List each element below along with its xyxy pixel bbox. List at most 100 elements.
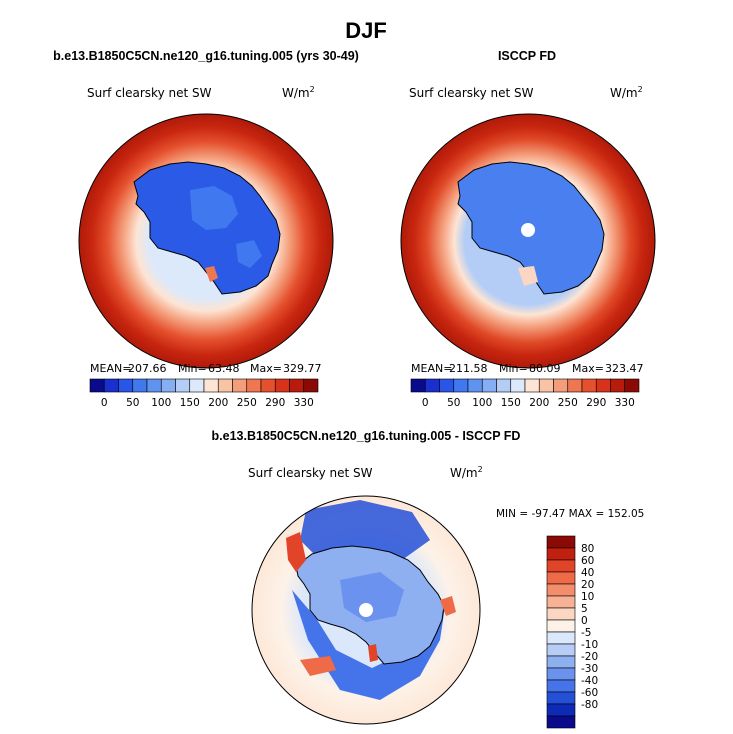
- panel-obs-colorbar-tick: 250: [558, 397, 578, 409]
- panel-diff-colorbar-box: [546, 571, 576, 585]
- panel-diff-colorbar-tick: 0: [581, 615, 588, 627]
- panel-obs-pole-hole: [521, 223, 535, 237]
- panel-model-land-patch: [190, 186, 238, 230]
- panel-diff-blue-ring: [300, 500, 430, 560]
- panel-model-title: b.e13.B1850C5CN.ne120_g16.tuning.005 (yr…: [53, 49, 359, 63]
- panel-model-colorbar-box: [118, 378, 134, 393]
- panel-diff-colorbar-tick: 80: [581, 543, 594, 555]
- panel-model-colorbar-box: [89, 378, 105, 393]
- panel-diff-colorbar-box: [546, 535, 576, 549]
- panel-diff-red-anomaly: [440, 596, 456, 616]
- panel-model-colorbar-box: [189, 378, 205, 393]
- panel-model-colorbar-tick: 50: [126, 397, 139, 409]
- panel-model-ross-shelf: [205, 266, 218, 282]
- panel-model-colorbar-box: [289, 378, 305, 393]
- panel-model-colorbar-box: [274, 378, 290, 393]
- panel-diff-boundary: [251, 495, 481, 725]
- panel-model-colorbar-tick: 150: [180, 397, 200, 409]
- panel-obs-min-label: Min=: [499, 362, 528, 375]
- panel-obs-colorbar-tick: 50: [447, 397, 460, 409]
- panel-diff-map: [251, 495, 481, 725]
- panel-obs: ISCCP FD Surf clearsky net SW W/m2 MEAN=…: [400, 49, 656, 409]
- panel-obs-colorbar-tick: 100: [472, 397, 492, 409]
- panel-model: b.e13.B1850C5CN.ne120_g16.tuning.005 (yr…: [53, 49, 359, 409]
- panel-obs-colorbar: 0 50 100 150 200 250 290 330: [410, 378, 640, 409]
- panel-obs-colorbar-box: [581, 378, 597, 393]
- panel-diff-blue-ring: [292, 590, 446, 700]
- panel-diff-units-exp: 2: [478, 465, 483, 474]
- panel-model-units: W/m2: [282, 85, 315, 100]
- panel-diff-colorbar-tick: -30: [581, 663, 598, 675]
- panel-model-boundary: [78, 113, 334, 369]
- panel-diff-title: b.e13.B1850C5CN.ne120_g16.tuning.005 - I…: [212, 429, 521, 443]
- panel-model-max-label: Max=: [250, 362, 282, 375]
- panel-obs-colorbar-tick: 150: [501, 397, 521, 409]
- panel-model-colorbar-box: [203, 378, 219, 393]
- panel-obs-colorbar-tick: 290: [586, 397, 606, 409]
- panel-diff-pole-hole: [359, 603, 373, 617]
- panel-diff-colorbar-box: [546, 655, 576, 669]
- panel-diff-red-anomaly: [368, 644, 378, 662]
- panel-obs-units-base: W/m: [610, 86, 638, 100]
- panel-obs-units: W/m2: [610, 85, 643, 100]
- panel-model-variable: Surf clearsky net SW: [87, 86, 212, 100]
- panel-obs-colorbar-tick: 200: [529, 397, 549, 409]
- panel-obs-colorbar-box: [439, 378, 455, 393]
- panel-diff-colorbar-tick: -60: [581, 687, 598, 699]
- panel-obs-colorbar-box: [595, 378, 611, 393]
- panel-diff-minmax: MIN = -97.47 MAX = 152.05: [496, 508, 644, 520]
- panel-model-max-value: 329.77: [283, 362, 322, 375]
- panel-model-min-label: Min=: [178, 362, 207, 375]
- panel-model-colorbar-box: [217, 378, 233, 393]
- panel-diff-colorbar-tick: -80: [581, 699, 598, 711]
- panel-diff-colorbar-tick: -5: [581, 627, 591, 639]
- panel-obs-colorbar-box: [553, 378, 569, 393]
- panel-model-map: [78, 113, 334, 369]
- panel-obs-colorbar-box: [524, 378, 540, 393]
- panel-diff-colorbar-box: [546, 631, 576, 645]
- panel-model-colorbar-tick: 250: [237, 397, 257, 409]
- panel-diff: b.e13.B1850C5CN.ne120_g16.tuning.005 - I…: [212, 429, 644, 729]
- panel-obs-variable: Surf clearsky net SW: [409, 86, 534, 100]
- panel-diff-colorbar-tick: -10: [581, 639, 598, 651]
- panel-model-mean-value: 207.66: [128, 362, 167, 375]
- panel-obs-mean-label: MEAN=: [411, 362, 452, 375]
- page-title: DJF: [345, 18, 387, 43]
- panel-model-colorbar-tick: 0: [101, 397, 108, 409]
- panel-model-colorbar-box: [246, 378, 262, 393]
- panel-diff-colorbar-tick: 10: [581, 591, 594, 603]
- panel-diff-colorbar-tick: -40: [581, 675, 598, 687]
- panel-diff-units: W/m2: [450, 465, 483, 480]
- panel-obs-colorbar-box: [624, 378, 640, 393]
- panel-diff-colorbar-box: [546, 703, 576, 717]
- panel-model-colorbar-box: [303, 378, 319, 393]
- panel-obs-boundary: [400, 113, 656, 369]
- panel-obs-title: ISCCP FD: [498, 49, 556, 63]
- panel-model-colorbar-box: [260, 378, 276, 393]
- panel-diff-colorbar-box: [546, 595, 576, 609]
- panel-obs-max-label: Max=: [572, 362, 604, 375]
- panel-diff-colorbar-tick: 5: [581, 603, 588, 615]
- panel-obs-colorbar-box: [424, 378, 440, 393]
- panel-obs-colorbar-box: [567, 378, 583, 393]
- panel-obs-colorbar-tick: 330: [615, 397, 635, 409]
- panel-obs-colorbar-box: [538, 378, 554, 393]
- panel-obs-mean-value: 211.58: [449, 362, 488, 375]
- panel-obs-colorbar-box: [496, 378, 512, 393]
- panel-model-mean-label: MEAN=: [90, 362, 131, 375]
- panel-model-colorbar-box: [103, 378, 119, 393]
- panel-model-colorbar-tick: 290: [265, 397, 285, 409]
- panel-diff-colorbar-box: [546, 583, 576, 597]
- panel-diff-colorbar-box: [546, 619, 576, 633]
- panel-diff-colorbar-tick: 40: [581, 567, 594, 579]
- panel-diff-red-anomaly: [286, 532, 306, 572]
- panel-obs-colorbar-box: [610, 378, 626, 393]
- panel-obs-units-exp: 2: [638, 85, 643, 94]
- panel-diff-colorbar-box: [546, 607, 576, 621]
- panel-obs-stats: MEAN= 211.58 Min= 80.09 Max= 323.47: [411, 362, 644, 375]
- panel-obs-colorbar-box: [510, 378, 526, 393]
- panel-diff-colorbar-tick: 20: [581, 579, 594, 591]
- panel-diff-colorbar-box: [546, 715, 576, 729]
- panel-diff-colorbar-box: [546, 691, 576, 705]
